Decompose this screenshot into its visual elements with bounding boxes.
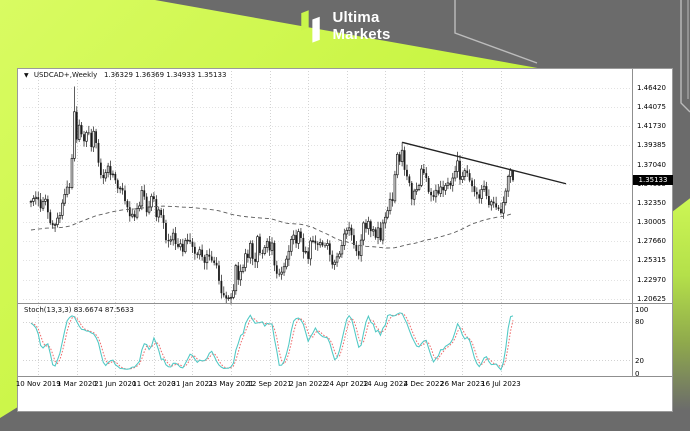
stochastic-indicator-label: Stoch(13,3,3) 83.6674 87.5633 xyxy=(24,306,134,314)
date-axis-label: 14 Aug 2022 xyxy=(362,380,408,388)
price-axis-label: 1.20625 xyxy=(637,294,666,303)
price-axis-label: 1.44075 xyxy=(637,103,666,112)
symbol-dropdown-icon[interactable]: ▼ xyxy=(24,72,29,79)
date-axis-label: 12 Sep 2021 xyxy=(247,380,292,388)
stoch-axis-label: 0 xyxy=(635,369,640,378)
price-axis-label: 1.22970 xyxy=(637,275,666,284)
price-axis-label: 1.46420 xyxy=(637,83,666,92)
stoch-axis-label: 80 xyxy=(635,318,644,327)
price-axis-label: 1.27660 xyxy=(637,237,666,246)
date-axis-label: 4 Dec 2022 xyxy=(403,380,444,388)
date-axis-label: 31 Jan 2021 xyxy=(171,380,214,388)
price-axis-label: 1.32350 xyxy=(637,198,666,207)
price-axis-label: 1.30005 xyxy=(637,218,666,227)
date-axis-label: 26 Mar 2023 xyxy=(440,380,485,388)
date-axis-label: 11 Oct 2020 xyxy=(132,380,176,388)
date-axis-label: 21 Jun 2020 xyxy=(94,380,137,388)
ohlc-values: 1.36329 1.36369 1.34933 1.35133 xyxy=(103,71,227,79)
date-axis-label: 23 May 2021 xyxy=(208,380,254,388)
ultima-markets-logo-icon xyxy=(301,10,320,43)
date-axis-label: 2 Jan 2022 xyxy=(289,380,327,388)
price-axis-label: 1.41730 xyxy=(637,122,666,131)
stoch-axis-label: 100 xyxy=(635,305,649,314)
price-axis-label: 1.39385 xyxy=(637,141,666,150)
brand-name-line1: Ultima xyxy=(332,9,380,26)
brand-logo: Ultima Markets xyxy=(299,9,390,43)
chart-window: ▼ USDCAD+,Weekly 1.36329 1.36369 1.34933… xyxy=(16,68,673,412)
date-axis-label: 10 Nov 2019 xyxy=(15,380,61,388)
date-axis-label: 1 Mar 2020 xyxy=(56,380,97,388)
current-price-tag: 1.35133 xyxy=(633,175,673,185)
price-axis-label: 1.37040 xyxy=(637,160,666,169)
price-chart-canvas[interactable] xyxy=(18,69,672,411)
chart-symbol-title: ▼ USDCAD+,Weekly 1.36329 1.36369 1.34933… xyxy=(24,71,226,79)
price-axis-label: 1.25315 xyxy=(637,256,666,265)
symbol-timeframe: USDCAD+,Weekly xyxy=(33,71,98,79)
date-axis-label: 16 Jul 2023 xyxy=(481,380,521,388)
date-axis-label: 24 Apr 2022 xyxy=(325,380,369,388)
stoch-axis-label: 20 xyxy=(635,356,644,365)
brand-name-line2: Markets xyxy=(332,26,391,43)
